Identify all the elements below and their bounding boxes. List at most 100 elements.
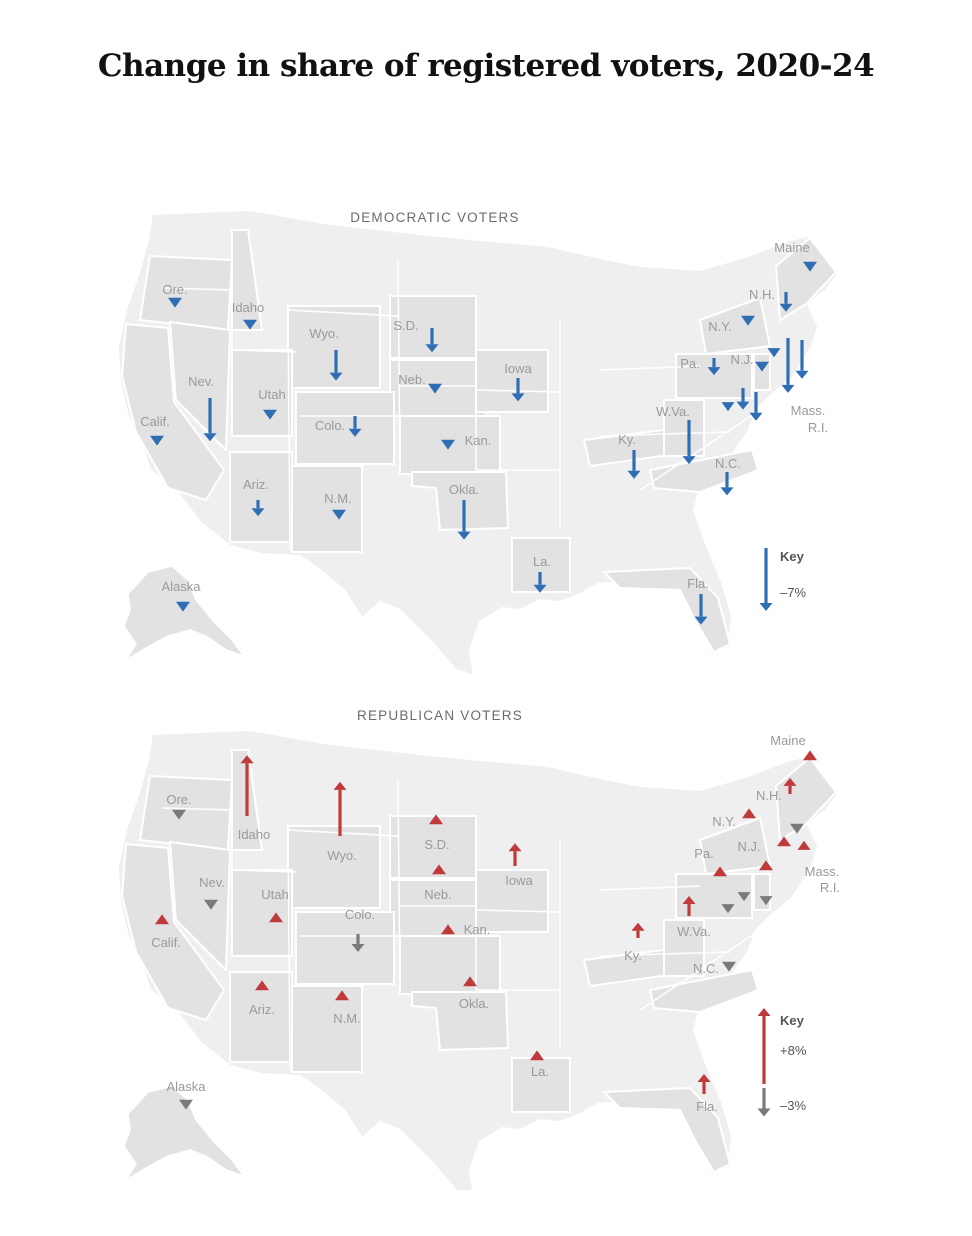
state-border: [639, 409, 761, 491]
state-shape-la: [511, 537, 571, 593]
state-shape-wyo: [287, 825, 381, 909]
state-shape-ny: [698, 296, 772, 356]
state-label-r-i: R.I.: [808, 420, 828, 435]
arrow-dem-nev: [203, 398, 217, 442]
state-label-maine: Maine: [774, 240, 809, 255]
arrow-dem-w-va: [682, 420, 696, 465]
state-border: [599, 885, 701, 891]
state-shape-la: [511, 1057, 571, 1113]
state-border: [287, 309, 291, 551]
arrow-dem-md: [736, 388, 750, 410]
state-label-w-va: W.Va.: [656, 404, 690, 419]
state-label-okla: Okla.: [459, 996, 489, 1011]
state-shape-wva: [663, 399, 705, 457]
arrow-rep-utah: [269, 912, 283, 923]
state-shape-wva: [663, 919, 705, 977]
arrow-rep-iowa: [508, 843, 522, 866]
arrow-rep-calif: [155, 914, 169, 925]
arrow-rep-kan: [441, 924, 455, 935]
state-label-fla: Fla.: [696, 1099, 718, 1114]
arrow-rep-n-m: [335, 990, 349, 1001]
state-border: [639, 929, 761, 1011]
alaska-shape: [123, 565, 247, 661]
chart-title: Change in share of registered voters, 20…: [97, 48, 875, 84]
state-shape-colo: [295, 391, 395, 465]
arrow-dem-calif: [150, 435, 164, 446]
state-shape-iowa: [475, 349, 549, 413]
arrow-rep-mass: [777, 836, 791, 847]
state-shape-calif: [120, 322, 226, 502]
state-shape-nev: [168, 840, 232, 973]
key-arrow-rep-0: [757, 1008, 771, 1084]
state-label-ore: Ore.: [162, 282, 187, 297]
state-border: [287, 309, 399, 317]
state-border: [599, 365, 701, 371]
arrow-rep-w-va: [682, 896, 696, 916]
state-shape-kan: [399, 935, 501, 995]
state-label-idaho: Idaho: [232, 300, 265, 315]
arrow-dem-n-y: [741, 315, 755, 326]
state-label-ore: Ore.: [166, 792, 191, 807]
dem-key-title: Key: [780, 549, 805, 564]
arrow-rep-ariz: [255, 980, 269, 991]
arrow-rep-n-j: [759, 860, 773, 871]
state-label-neb: Neb.: [398, 372, 425, 387]
state-shape-fla: [601, 1086, 732, 1174]
arrow-dem-pa: [707, 358, 721, 376]
state-label-alaska: Alaska: [161, 579, 201, 594]
marker-dem-va: [721, 402, 735, 412]
marker-rep-ct: [797, 840, 811, 850]
state-label-n-m: N.M.: [324, 491, 351, 506]
state-label-calif: Calif.: [140, 414, 170, 429]
arrow-dem-wyo: [329, 350, 343, 381]
arrow-rep-ky: [631, 922, 645, 938]
state-label-calif: Calif.: [151, 935, 181, 950]
dem-panel-title: DEMOCRATIC VOTERS: [350, 210, 519, 225]
arrow-dem-n-h: [779, 292, 793, 312]
state-label-s-d: S.D.: [393, 318, 418, 333]
rep-base: [116, 728, 840, 1190]
arrow-rep-neb: [432, 864, 446, 875]
state-shape-utah: [231, 349, 293, 437]
state-label-utah: Utah: [261, 887, 288, 902]
state-label-utah: Utah: [258, 387, 285, 402]
key-arrow-dem-0: [759, 548, 773, 611]
arrow-rep-r-i: [790, 823, 804, 834]
state-label-pa: Pa.: [680, 356, 700, 371]
arrow-rep-nev: [204, 899, 218, 910]
state-border: [231, 349, 297, 353]
arrow-dem-iowa: [511, 378, 525, 402]
key-arrow-rep-1: [757, 1088, 771, 1117]
arrow-dem-del: [749, 392, 763, 421]
state-shape-nc: [648, 448, 760, 494]
arrow-dem-ore: [168, 297, 182, 308]
marker-rep-va: [721, 904, 735, 914]
arrow-dem-n-j: [755, 361, 769, 372]
arrow-rep-colo: [351, 934, 365, 953]
state-label-colo: Colo.: [345, 907, 375, 922]
state-label-mass: Mass.: [791, 403, 826, 418]
arrow-dem-utah: [263, 409, 277, 420]
state-border: [287, 829, 399, 837]
state-label-n-c: N.C.: [715, 456, 741, 471]
state-label-alaska: Alaska: [166, 1079, 206, 1094]
arrow-rep-idaho: [240, 755, 254, 816]
state-label-wyo: Wyo.: [327, 848, 357, 863]
arrow-rep-n-c: [722, 961, 736, 972]
arrow-dem-kan: [441, 439, 455, 450]
state-shape-calif: [120, 842, 226, 1022]
state-label-n-j: N.J.: [737, 839, 760, 854]
republican-voters-map: REPUBLICAN VOTERS Maine Idaho Wyo. S.D. Ore. N…: [116, 708, 840, 1190]
arrow-dem-n-m: [332, 509, 346, 520]
arrow-rep-la: [530, 1050, 544, 1061]
state-border: [161, 287, 233, 291]
state-border: [397, 259, 401, 471]
arrow-dem-okla: [457, 500, 471, 540]
state-shape-ne: [774, 756, 838, 842]
arrow-rep-pa: [713, 866, 727, 877]
state-label-ky: Ky.: [618, 432, 636, 447]
state-label-w-va: W.Va.: [677, 924, 711, 939]
state-shape-okla: [411, 991, 510, 1052]
state-label-wyo: Wyo.: [309, 326, 339, 341]
state-label-okla: Okla.: [449, 482, 479, 497]
